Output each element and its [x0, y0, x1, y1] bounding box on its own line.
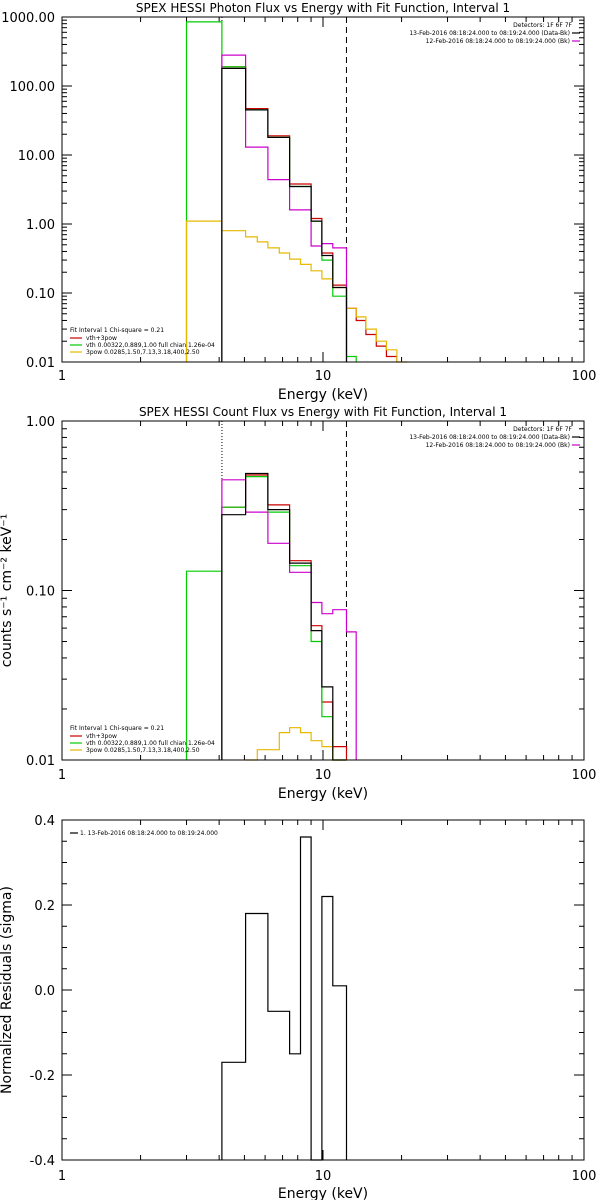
y-tick-label: 0.4 — [34, 814, 55, 829]
legend-entry: 12-Feb-2016 08:18:24.000 to 08:19:24.000… — [426, 442, 570, 449]
detectors-label: Detectors: 1F 6F 7F — [513, 22, 572, 29]
x-tick-label: 1 — [58, 768, 66, 783]
fit-header: Fit Interval 1 Chi-square = 0.21 — [70, 327, 164, 334]
y-tick-label: -0.2 — [30, 1069, 55, 1084]
plot-frame — [61, 819, 585, 1161]
y-axis-label: Normalized Residuals (sigma) — [0, 886, 15, 1094]
legend-entry: 13-Feb-2016 08:18:24.000 to 08:19:24.000… — [409, 30, 570, 37]
y-axis-label: counts s⁻¹ cm⁻² keV⁻¹ — [0, 514, 15, 668]
plot-frame — [61, 16, 585, 363]
y-tick-label: 0.01 — [26, 356, 55, 371]
y-tick-label: 0.2 — [34, 899, 55, 914]
x-axis-label: Energy (keV) — [278, 786, 368, 802]
x-tick-label: 10 — [315, 768, 332, 783]
fit-legend-entry: 3pow 0.0285,1.50,7.13,3.18,400,2.50 — [86, 349, 200, 356]
fit-legend-entry: vth+3pow — [86, 335, 117, 342]
fit-legend-entry: vth+3pow — [86, 733, 117, 740]
series-data-bk — [221, 472, 347, 761]
y-tick-label: 0.01 — [26, 754, 55, 769]
y-tick-label: 0.10 — [26, 585, 55, 600]
chart-title: SPEX HESSI Photon Flux vs Energy with Fi… — [136, 1, 510, 15]
x-tick-label: 10 — [315, 1169, 332, 1184]
detectors-label: Detectors: 1F 6F 7F — [513, 426, 572, 433]
y-tick-label: 0.0 — [34, 984, 55, 999]
legend-entry: 12-Feb-2016 08:18:24.000 to 08:19:24.000… — [426, 38, 570, 45]
x-tick-label: 10 — [315, 369, 332, 384]
chart-title: SPEX HESSI Count Flux vs Energy with Fit… — [139, 405, 507, 419]
y-tick-label: 10.00 — [18, 149, 55, 164]
series-vth-3pow — [221, 66, 398, 362]
y-tick-label: 0.10 — [26, 287, 55, 302]
x-tick-label: 1 — [58, 1169, 66, 1184]
x-tick-label: 100 — [572, 369, 597, 384]
residuals-panel: 1 10 100 -0.4 -0.2 0.0 0.2 0.4 Energy (keV) Norma… — [0, 814, 596, 1200]
fit-legend-entry: vth 0.00322,0.889,1.00 full chian 1.26e-… — [86, 342, 215, 349]
fit-legend-entry: 3pow 0.0285,1.50,7.13,3.18,400,2.50 — [86, 747, 200, 754]
x-axis-label: Energy (keV) — [278, 387, 368, 403]
x-tick-label: 1 — [58, 369, 66, 384]
x-tick-label: 100 — [572, 1169, 597, 1184]
count-flux-panel: SPEX HESSI Count Flux vs Energy with Fit… — [0, 405, 596, 802]
x-axis-label: Energy (keV) — [278, 1186, 368, 1200]
plot-frame — [61, 420, 585, 761]
series-vth — [185, 476, 347, 761]
photon-flux-panel: SPEX HESSI Photon Flux vs Energy with Fi… — [1, 1, 596, 403]
y-tick-label: 1000.00 — [1, 11, 55, 26]
fit-legend-entry: vth 0.00322,0.889,1.00 full chian 1.26e-… — [86, 740, 215, 747]
y-tick-label: 100.00 — [10, 80, 56, 95]
series-vth — [185, 21, 357, 362]
fit-header: Fit Interval 1 Chi-square = 0.21 — [70, 725, 164, 732]
series-3pow — [185, 220, 408, 363]
x-tick-label: 100 — [572, 768, 597, 783]
series-data-bk — [221, 67, 348, 362]
legend-entry: 1. 13-Feb-2016 08:18:24.000 to 08:19:24.… — [80, 830, 218, 837]
y-tick-label: 1.00 — [26, 218, 55, 233]
y-tick-label: 1.00 — [26, 415, 55, 430]
y-tick-label: -0.4 — [30, 1154, 55, 1169]
series-residuals — [221, 836, 348, 1161]
series-bk — [221, 54, 348, 362]
series-3pow — [245, 727, 347, 761]
legend-entry: 13-Feb-2016 08:18:24.000 to 08:19:24.000… — [409, 434, 570, 441]
